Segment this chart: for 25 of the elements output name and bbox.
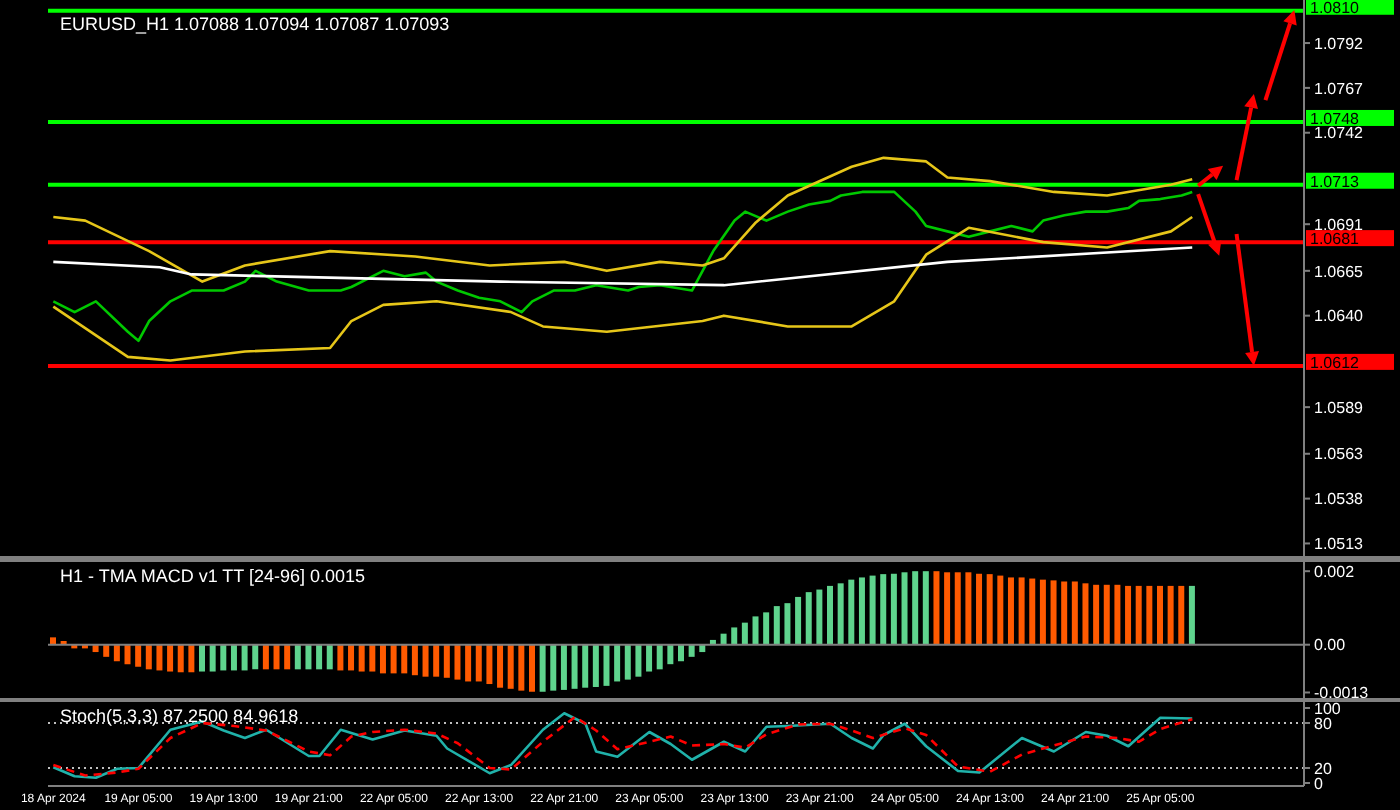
- y-tick-label: 20: [1314, 759, 1333, 778]
- y-tick-label: 1.0691: [1314, 215, 1365, 234]
- y-tick-label: 100: [1314, 699, 1342, 718]
- chart-title: Stoch(5,3,3) 87.2500 84.9618: [58, 706, 301, 726]
- y-tick-label: 80: [1314, 714, 1333, 733]
- chart-title: H1 - TMA MACD v1 TT [24-96] 0.0015: [58, 566, 368, 586]
- ref-line-label: 1.0681: [1310, 230, 1361, 249]
- y-tick-label: 1.0665: [1314, 262, 1365, 281]
- y-tick-label: 1.0640: [1314, 307, 1365, 326]
- ref-line-label: 1.0713: [1310, 172, 1361, 191]
- y-tick-label: 1.0742: [1314, 124, 1365, 143]
- y-tick-label: 0.00: [1314, 636, 1347, 655]
- y-tick-label: 0.002: [1314, 562, 1356, 581]
- y-tick-label: 1.0538: [1314, 490, 1365, 509]
- y-tick-label: 1.0563: [1314, 445, 1365, 464]
- y-tick-label: 1.0767: [1314, 79, 1365, 98]
- ref-line-label: 1.0612: [1310, 353, 1361, 372]
- y-tick-label: 1.0792: [1314, 34, 1365, 53]
- y-tick-label: -0.0013: [1314, 684, 1370, 703]
- text: EURUSD_H1 1.07088 1.07094 1.07087 1.07093: [56, 14, 454, 34]
- y-tick-label: 0: [1314, 774, 1324, 793]
- y-tick-label: 1.0589: [1314, 398, 1365, 417]
- ref-line-label: 1.0810: [1310, 0, 1361, 17]
- ref-line-label: 1.0748: [1310, 109, 1361, 128]
- y-tick-label: 1.0513: [1314, 535, 1365, 554]
